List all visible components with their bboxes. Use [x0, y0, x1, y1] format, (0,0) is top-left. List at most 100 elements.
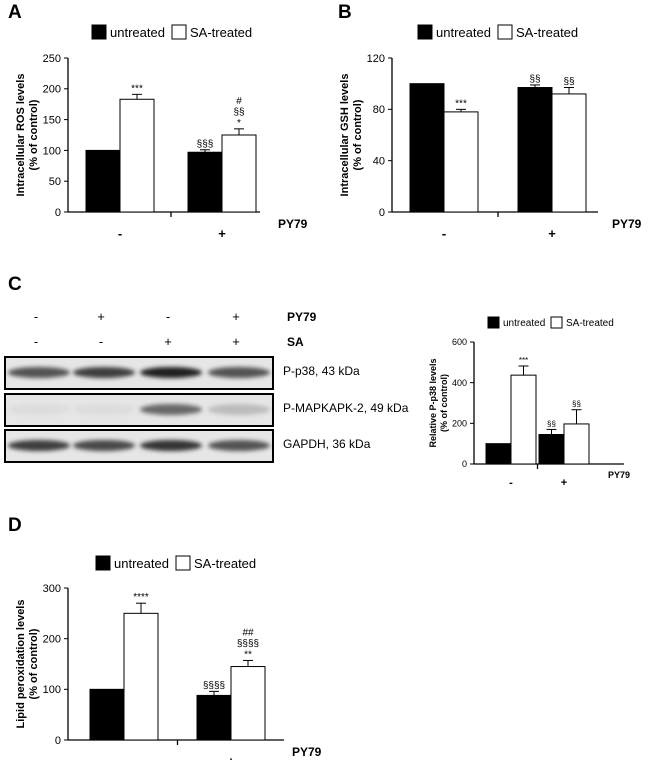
- x-tick-label-a-0: -: [118, 226, 122, 241]
- y-tick-label-b-0: 0: [379, 207, 385, 219]
- significance-a-1-1-2: #: [236, 96, 242, 107]
- legend-label-d-0: untreated: [114, 556, 169, 571]
- x-axis-label-c: PY79: [608, 470, 630, 480]
- blot-band-2-0: [8, 440, 70, 451]
- y-axis-label-c-0: Relative P-p38 levels: [428, 358, 438, 447]
- y-axis-label-d-0: Lipid peroxidation levels: [15, 600, 27, 729]
- x-tick-label-d-0: -: [122, 754, 126, 760]
- legend-swatch-a-1: [171, 24, 187, 40]
- bar-a-0-0: [85, 149, 121, 213]
- y-tick-label-a-2: 100: [43, 145, 61, 157]
- significance-a-1-1-0: *: [237, 118, 241, 129]
- significance-d-0-1-0: ****: [133, 592, 149, 603]
- blot-band-label-2: GAPDH, 36 kDa: [283, 437, 371, 451]
- x-tick-label-c-1: +: [561, 477, 567, 489]
- blot-sign-1-1: -: [98, 334, 104, 349]
- y-tick-label-a-5: 250: [43, 53, 61, 65]
- blot-band-1-3: [208, 404, 270, 415]
- blot-band-1-1: [73, 404, 135, 415]
- y-tick-label-b-3: 120: [367, 53, 385, 65]
- x-tick-label-d-1: +: [227, 754, 235, 760]
- significance-b-1-0-0: §§: [529, 74, 540, 85]
- blot-sign-1-0: -: [33, 334, 39, 349]
- y-tick-label-c-3: 600: [452, 337, 467, 347]
- legend-label-a-0: untreated: [110, 25, 165, 40]
- y-axis-label-a-0: Intracellular ROS levels: [15, 74, 27, 197]
- blot-band-0-2: [140, 367, 202, 378]
- panel-label-d: D: [8, 515, 22, 536]
- y-tick-label-a-4: 200: [43, 84, 61, 96]
- y-tick-label-c-0: 0: [462, 459, 467, 469]
- x-axis-label-b: PY79: [612, 217, 642, 231]
- panel-label-c: C: [8, 274, 22, 295]
- bar-c-0-1: [510, 374, 537, 465]
- significance-d-1-0-0: §§§§: [203, 680, 225, 691]
- bar-a-1-1: [221, 134, 257, 213]
- legend-swatch-c-0: [487, 316, 500, 329]
- blot-band-label-1: P-MAPKAPK-2, 49 kDa: [283, 401, 409, 415]
- bar-b-0-1: [443, 111, 479, 213]
- blot-sign-0-3: +: [232, 309, 240, 324]
- blot-band-1-0: [8, 404, 70, 415]
- blot-band-1-2: [140, 404, 202, 415]
- x-tick-label-c-0: -: [509, 477, 513, 489]
- x-axis-label-d: PY79: [292, 745, 322, 759]
- panel-label-b: B: [338, 2, 352, 23]
- legend-swatch-b-1: [497, 24, 513, 40]
- bar-d-0-0: [89, 688, 125, 741]
- significance-b-1-1-0: §§: [563, 77, 574, 88]
- bar-d-1-1: [230, 666, 266, 741]
- bar-b-1-1: [551, 93, 587, 213]
- y-tick-label-d-2: 200: [43, 634, 61, 646]
- significance-b-0-1-0: ***: [455, 98, 467, 109]
- legend-swatch-d-0: [95, 555, 111, 571]
- y-tick-label-d-3: 300: [43, 583, 61, 595]
- y-tick-label-d-1: 100: [43, 684, 61, 696]
- legend-swatch-c-1: [550, 316, 563, 329]
- blot-strip-0: [4, 356, 274, 390]
- legend-swatch-a-0: [91, 24, 107, 40]
- x-axis-label-a: PY79: [278, 217, 308, 231]
- blot-sign-1-3: +: [232, 334, 240, 349]
- legend-swatch-b-0: [417, 24, 433, 40]
- legend-label-c-1: SA-treated: [566, 318, 614, 329]
- blot-sign-0-0: -: [33, 309, 39, 324]
- y-tick-label-c-1: 200: [452, 418, 467, 428]
- legend-label-b-0: untreated: [436, 25, 491, 40]
- significance-d-1-1-1: §§§§: [237, 638, 259, 649]
- blot-sign-1-2: +: [164, 334, 172, 349]
- y-tick-label-b-2: 80: [373, 104, 385, 116]
- y-axis-label-a-1: (% of control): [28, 99, 40, 170]
- blot-sign-0-2: -: [165, 309, 171, 324]
- significance-d-1-1-2: ##: [242, 627, 254, 638]
- y-tick-label-a-1: 50: [49, 176, 61, 188]
- blot-band-label-0: P-p38, 43 kDa: [283, 364, 360, 378]
- significance-d-1-1-0: **: [244, 649, 252, 660]
- x-tick-label-b-1: +: [548, 226, 556, 241]
- x-tick-label-b-0: -: [442, 226, 446, 241]
- significance-c-1-1-0: §§: [572, 400, 581, 409]
- bar-a-0-1: [119, 98, 155, 213]
- significance-a-0-1-0: ***: [131, 83, 143, 94]
- blot-band-2-3: [208, 440, 270, 451]
- blot-band-0-0: [8, 367, 70, 378]
- blot-band-0-3: [208, 367, 270, 378]
- bar-d-0-1: [123, 612, 159, 741]
- y-tick-label-d-0: 0: [55, 735, 61, 747]
- blot-condition-label-0: PY79: [287, 310, 317, 324]
- bar-d-1-0: [196, 694, 232, 741]
- legend-label-d-1: SA-treated: [194, 556, 256, 571]
- blot-band-0-1: [73, 367, 135, 378]
- panel-label-a: A: [8, 2, 22, 23]
- y-axis-label-c-1: (% of control): [439, 374, 449, 432]
- y-axis-label-b-0: Intracellular GSH levels: [339, 74, 351, 197]
- legend-label-c-0: untreated: [503, 318, 545, 329]
- blot-band-2-1: [73, 440, 135, 451]
- bar-a-1-0: [187, 151, 223, 213]
- y-tick-label-b-1: 40: [373, 156, 385, 168]
- significance-c-1-0-0: §§: [547, 419, 556, 428]
- y-axis-label-b-1: (% of control): [352, 99, 364, 170]
